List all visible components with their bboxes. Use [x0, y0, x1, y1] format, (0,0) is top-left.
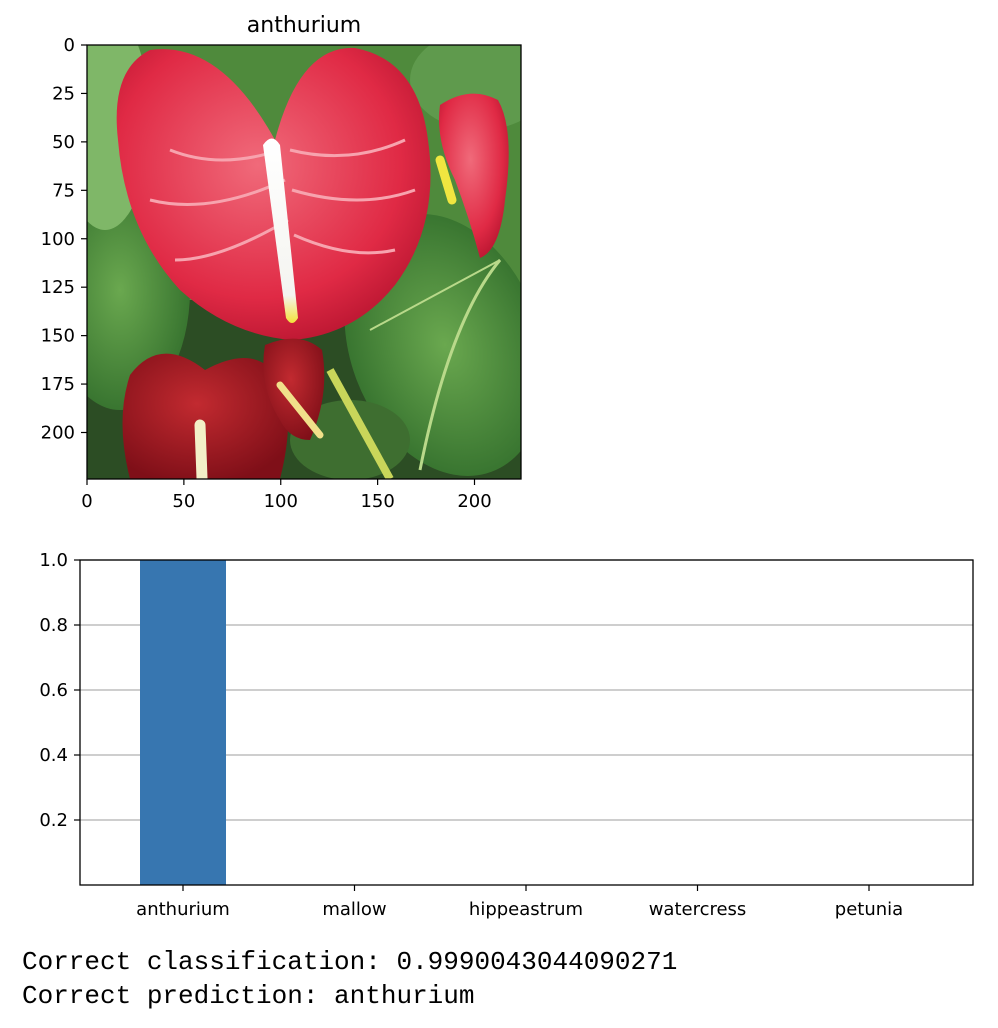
bar-y-tick-label: 1.0 — [39, 550, 68, 571]
anthurium-bottom-spadix — [194, 419, 208, 479]
image-frame — [86, 44, 522, 480]
anthurium-main-spadix — [263, 138, 298, 323]
bar-x-tick-label-anthurium: anthurium — [136, 899, 230, 920]
anthurium-main-vein-4 — [289, 138, 406, 158]
image-x-tick-label: 200 — [457, 491, 491, 512]
bar-marks — [140, 560, 912, 885]
bar-x-tick-label-watercress: watercress — [649, 899, 747, 920]
bar-y-tick-label: 0.2 — [39, 810, 68, 831]
flower-photo — [87, 45, 521, 479]
anthurium-right-spathe — [439, 93, 509, 258]
anthurium-main-vein-6 — [293, 233, 396, 255]
anthurium-middle-spadix — [276, 381, 324, 439]
image-x-tick-label: 100 — [264, 491, 298, 512]
bar-y-ticks: 0.2 0.4 0.6 0.8 1.0 — [39, 550, 80, 831]
image-y-tick-label: 150 — [41, 326, 75, 347]
leaf-vein-right — [418, 259, 502, 471]
anthurium-main-vein-5 — [291, 188, 416, 202]
image-x-tick-label: 0 — [81, 491, 92, 512]
anthurium-main-vein-3 — [174, 218, 289, 262]
image-y-tick-label: 50 — [52, 132, 75, 153]
image-axes: anthurium — [41, 13, 522, 512]
image-y-tick-label: 175 — [41, 374, 75, 395]
image-y-tick-label: 125 — [41, 277, 75, 298]
leaf-vein-right-2 — [369, 259, 501, 331]
bar-y-tick-label: 0.6 — [39, 680, 68, 701]
bar-x-tick-label-petunia: petunia — [835, 899, 903, 920]
image-y-tick-label: 200 — [41, 423, 75, 444]
image-title: anthurium — [247, 13, 361, 38]
bar-x-ticks: anthurium mallow hippeastrum watercress petu… — [136, 885, 903, 920]
bar-y-tick-label: 0.8 — [39, 615, 68, 636]
figure: anthurium — [39, 13, 974, 920]
image-y-tick-label: 25 — [52, 83, 75, 104]
anthurium-bottom-spathe — [122, 353, 289, 479]
classification-output: Correct classification: 0.99900430440902… — [22, 947, 678, 977]
image-y-tick-label: 0 — [64, 35, 75, 56]
image-y-tick-label: 75 — [52, 180, 75, 201]
flower-stem — [326, 368, 394, 479]
bar-y-tick-label: 0.4 — [39, 745, 68, 766]
image-x-tick-label: 150 — [360, 491, 394, 512]
bar-x-tick-label-mallow: mallow — [322, 899, 386, 920]
image-x-tick-label: 50 — [172, 491, 195, 512]
bar-axes: 0.2 0.4 0.6 0.8 1.0 anthurium mallow hippeastr… — [39, 550, 974, 920]
anthurium-middle-spathe — [263, 338, 325, 440]
anthurium-right-spadix — [435, 155, 457, 205]
bar-anthurium — [140, 560, 226, 885]
image-y-ticks: 0 25 50 75 100 125 150 175 200 — [41, 35, 87, 444]
anthurium-main-vein-2 — [149, 178, 286, 206]
bar-x-tick-label-hippeastrum: hippeastrum — [469, 899, 583, 920]
image-x-ticks: 0 50 100 150 200 — [81, 479, 492, 512]
image-y-tick-label: 100 — [41, 229, 75, 250]
prediction-output: Correct prediction: anthurium — [22, 981, 475, 1011]
